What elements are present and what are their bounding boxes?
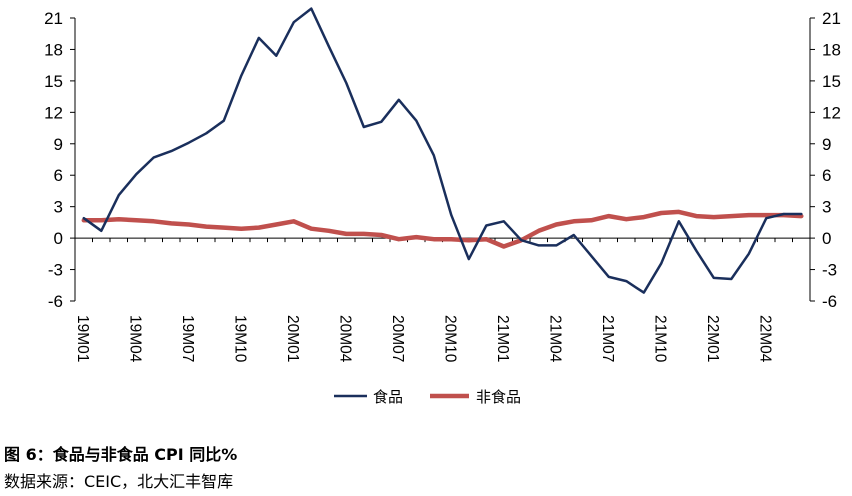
x-tick-label: 20M07 (389, 315, 406, 362)
left-y-tick-label: 18 (44, 40, 63, 59)
cpi-line-chart: 21 21 18 18 15 15 12 12 9 9 6 6 3 3 0 0 -3 -3 -6 -6 19M01 19M… (44, 7, 841, 406)
left-y-tick-label: 9 (54, 135, 63, 154)
x-tick-label: 20M01 (284, 315, 301, 362)
left-y-tick-label: -6 (48, 292, 63, 311)
x-tick-label: 19M01 (74, 315, 91, 362)
figure-caption: 图 6：食品与非食品 CPI 同比% (4, 445, 238, 464)
x-tick-label: 19M10 (231, 315, 248, 363)
left-y-tick-label: 12 (44, 103, 63, 122)
x-tick-label: 22M04 (756, 315, 773, 363)
x-tick-label: 21M04 (546, 315, 563, 363)
x-tick-label: 21M10 (651, 315, 668, 363)
left-y-tick-label: 3 (54, 198, 63, 217)
x-tick-label: 21M01 (494, 315, 511, 362)
x-tick-label: 20M04 (336, 315, 353, 363)
right-y-tick-label: 12 (822, 103, 841, 122)
legend: 食品 非食品 (334, 388, 521, 406)
left-y-tick-label: 21 (44, 9, 63, 28)
series-lines (81, 7, 804, 294)
series-line-food (82, 7, 803, 294)
source-caption: 数据来源：CEIC，北大汇丰智库 (4, 472, 234, 491)
legend-label-food: 食品 (373, 388, 403, 406)
x-tick-label: 20M10 (441, 315, 458, 363)
x-tick-label: 21M07 (599, 315, 616, 362)
left-y-tick-label: -3 (48, 261, 63, 280)
x-tick-label: 22M01 (704, 315, 721, 362)
right-y-tick-label: -3 (822, 261, 837, 280)
series-line-nonfood (81, 209, 804, 249)
x-tick-label: 19M07 (179, 315, 196, 362)
right-y-tick-label: 18 (822, 40, 841, 59)
right-y-tick-label: 0 (822, 229, 831, 248)
left-y-tick-label: 0 (54, 229, 63, 248)
right-y-tick-label: 3 (822, 198, 831, 217)
right-y-tick-label: 21 (822, 9, 841, 28)
right-y-tick-label: 15 (822, 72, 841, 91)
x-tick-label: 19M04 (126, 315, 143, 363)
left-y-tick-label: 15 (44, 72, 63, 91)
axes: 21 21 18 18 15 15 12 12 9 9 6 6 3 3 0 0 -3 -3 -6 -6 19M01 19M… (44, 9, 841, 363)
right-y-tick-label: -6 (822, 292, 837, 311)
right-y-tick-label: 6 (822, 166, 831, 185)
left-y-tick-label: 6 (54, 166, 63, 185)
right-y-tick-label: 9 (822, 135, 831, 154)
legend-label-nonfood: 非食品 (476, 388, 521, 406)
